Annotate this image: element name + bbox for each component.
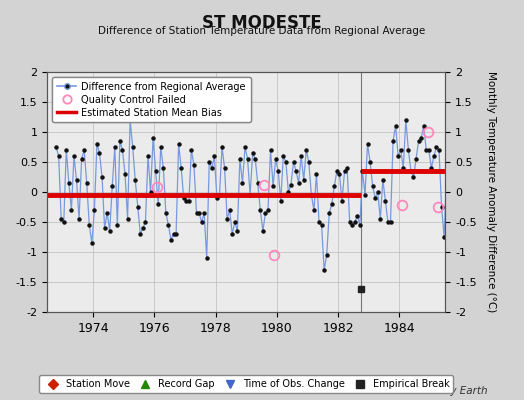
Y-axis label: Monthly Temperature Anomaly Difference (°C): Monthly Temperature Anomaly Difference (… — [486, 71, 496, 313]
Text: Difference of Station Temperature Data from Regional Average: Difference of Station Temperature Data f… — [99, 26, 425, 36]
Text: Berkeley Earth: Berkeley Earth — [411, 386, 487, 396]
Legend: Difference from Regional Average, Quality Control Failed, Estimated Station Mean: Difference from Regional Average, Qualit… — [52, 77, 250, 122]
Text: ST MODESTE: ST MODESTE — [202, 14, 322, 32]
Legend: Station Move, Record Gap, Time of Obs. Change, Empirical Break: Station Move, Record Gap, Time of Obs. C… — [39, 375, 453, 393]
